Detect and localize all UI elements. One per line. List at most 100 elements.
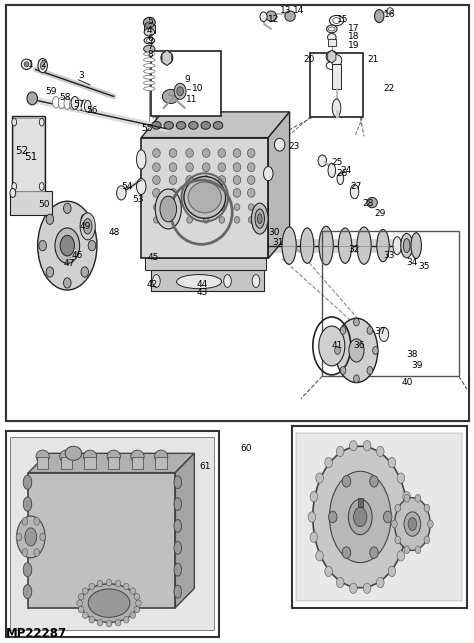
Ellipse shape: [10, 188, 16, 197]
Ellipse shape: [218, 188, 226, 197]
Ellipse shape: [233, 149, 241, 158]
Ellipse shape: [319, 326, 345, 366]
Ellipse shape: [325, 566, 332, 577]
Ellipse shape: [144, 45, 155, 53]
Ellipse shape: [186, 188, 193, 197]
Ellipse shape: [370, 547, 378, 558]
Text: 25: 25: [332, 158, 343, 167]
Ellipse shape: [376, 577, 384, 588]
Ellipse shape: [202, 176, 210, 185]
Ellipse shape: [131, 450, 144, 463]
Ellipse shape: [23, 563, 32, 577]
Bar: [145, 258, 266, 270]
Ellipse shape: [247, 149, 255, 158]
Ellipse shape: [335, 318, 378, 383]
Ellipse shape: [137, 178, 146, 195]
Text: 50: 50: [38, 200, 49, 209]
Text: 43: 43: [197, 288, 208, 297]
Text: 31: 31: [273, 238, 284, 247]
Bar: [132, 457, 143, 469]
Ellipse shape: [405, 512, 412, 522]
Text: 44: 44: [197, 280, 208, 289]
Ellipse shape: [64, 278, 71, 288]
Ellipse shape: [373, 347, 378, 354]
Ellipse shape: [224, 275, 231, 287]
Ellipse shape: [81, 214, 89, 224]
Ellipse shape: [424, 536, 430, 544]
Text: 60: 60: [241, 444, 252, 453]
Ellipse shape: [397, 551, 405, 561]
Ellipse shape: [364, 583, 371, 593]
Ellipse shape: [164, 122, 173, 129]
Text: 19: 19: [348, 41, 360, 50]
Ellipse shape: [202, 149, 210, 158]
Ellipse shape: [350, 185, 359, 199]
Bar: [328, 39, 336, 46]
Ellipse shape: [218, 149, 226, 158]
Ellipse shape: [134, 606, 140, 613]
Ellipse shape: [12, 183, 17, 190]
Ellipse shape: [23, 519, 32, 533]
Ellipse shape: [310, 532, 318, 543]
Ellipse shape: [234, 204, 240, 210]
Ellipse shape: [115, 619, 121, 626]
Ellipse shape: [144, 58, 155, 62]
Ellipse shape: [97, 619, 103, 626]
Ellipse shape: [202, 188, 210, 197]
Ellipse shape: [53, 96, 59, 108]
Ellipse shape: [25, 528, 36, 546]
Ellipse shape: [403, 532, 410, 543]
Ellipse shape: [202, 163, 210, 172]
Ellipse shape: [308, 512, 316, 522]
Ellipse shape: [152, 122, 161, 129]
Ellipse shape: [34, 548, 39, 556]
Ellipse shape: [184, 177, 226, 219]
Ellipse shape: [219, 217, 225, 223]
Text: 3: 3: [78, 71, 84, 80]
Ellipse shape: [81, 584, 137, 622]
Ellipse shape: [415, 494, 421, 502]
Bar: [332, 64, 341, 89]
Ellipse shape: [328, 163, 336, 177]
Ellipse shape: [189, 122, 198, 129]
Text: 10: 10: [192, 84, 203, 93]
Ellipse shape: [143, 17, 155, 28]
Text: 51: 51: [25, 152, 38, 162]
Ellipse shape: [16, 533, 22, 541]
Ellipse shape: [348, 499, 372, 535]
Ellipse shape: [81, 267, 89, 277]
Text: 6: 6: [147, 34, 153, 43]
Bar: [358, 498, 363, 507]
Ellipse shape: [39, 240, 46, 251]
Text: 34: 34: [407, 258, 418, 267]
Text: 40: 40: [402, 378, 413, 387]
Ellipse shape: [60, 450, 73, 463]
Ellipse shape: [89, 617, 95, 623]
Bar: [61, 457, 72, 469]
Text: 46: 46: [71, 251, 82, 260]
Bar: [310, 53, 363, 117]
Ellipse shape: [357, 227, 371, 264]
Ellipse shape: [367, 197, 377, 208]
Ellipse shape: [137, 150, 146, 169]
Ellipse shape: [174, 563, 182, 576]
Ellipse shape: [78, 593, 84, 600]
Ellipse shape: [329, 15, 344, 26]
Ellipse shape: [23, 475, 32, 489]
Ellipse shape: [22, 548, 27, 556]
Ellipse shape: [82, 612, 88, 619]
Ellipse shape: [169, 188, 177, 197]
Ellipse shape: [318, 155, 327, 167]
Ellipse shape: [349, 440, 357, 451]
Ellipse shape: [123, 583, 129, 590]
Polygon shape: [28, 453, 194, 473]
Ellipse shape: [388, 566, 396, 577]
Ellipse shape: [364, 440, 371, 451]
Bar: [6, 5, 469, 421]
Ellipse shape: [247, 163, 255, 172]
Ellipse shape: [408, 518, 417, 530]
Ellipse shape: [153, 275, 160, 287]
Ellipse shape: [174, 498, 182, 511]
Text: 16: 16: [384, 10, 395, 19]
Ellipse shape: [247, 176, 255, 185]
